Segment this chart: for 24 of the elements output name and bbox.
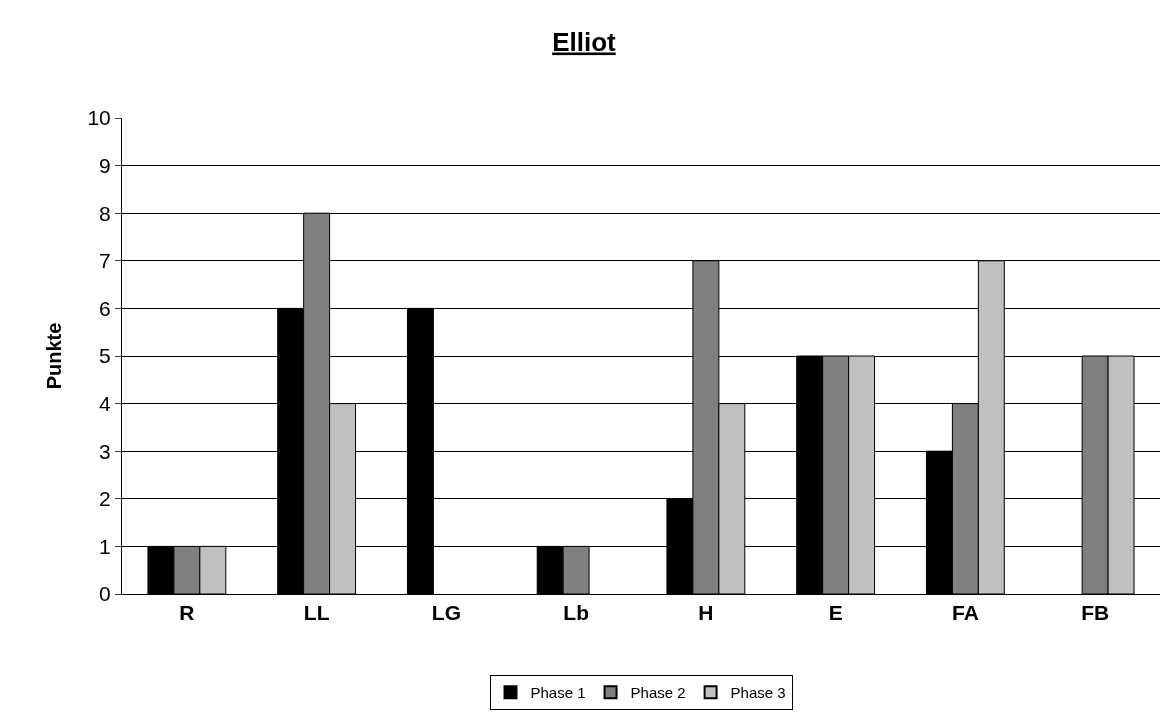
x-tick-label: H (698, 601, 714, 625)
y-axis-title: Punkte (42, 322, 65, 390)
y-tick-label: 5 (99, 344, 111, 368)
x-tick-label: Lb (563, 601, 589, 625)
y-tick-label: 9 (99, 153, 111, 177)
y-tick-label: 4 (99, 391, 112, 415)
y-tick-label: 0 (99, 582, 111, 606)
y-tick-label: 6 (99, 296, 111, 320)
x-tick-label: R (179, 601, 195, 625)
y-tick-label: 8 (99, 201, 111, 225)
x-tick-label: LL (303, 601, 330, 625)
legend-label: Phase 2 (630, 684, 686, 702)
chart-title: Elliot (552, 26, 617, 57)
legend-label: Phase 1 (530, 684, 586, 702)
y-tick-label: 10 (87, 106, 111, 130)
x-tick-label: LG (431, 601, 461, 625)
y-tick-label: 3 (99, 439, 111, 463)
y-tick-label: 2 (99, 487, 111, 511)
y-tick-label: 7 (99, 249, 111, 273)
x-tick-label: FB (1081, 601, 1110, 625)
y-tick-label: 1 (99, 534, 111, 558)
x-tick-label: E (828, 601, 843, 625)
x-tick-label: FA (951, 601, 979, 625)
legend-label: Phase 3 (730, 684, 786, 702)
